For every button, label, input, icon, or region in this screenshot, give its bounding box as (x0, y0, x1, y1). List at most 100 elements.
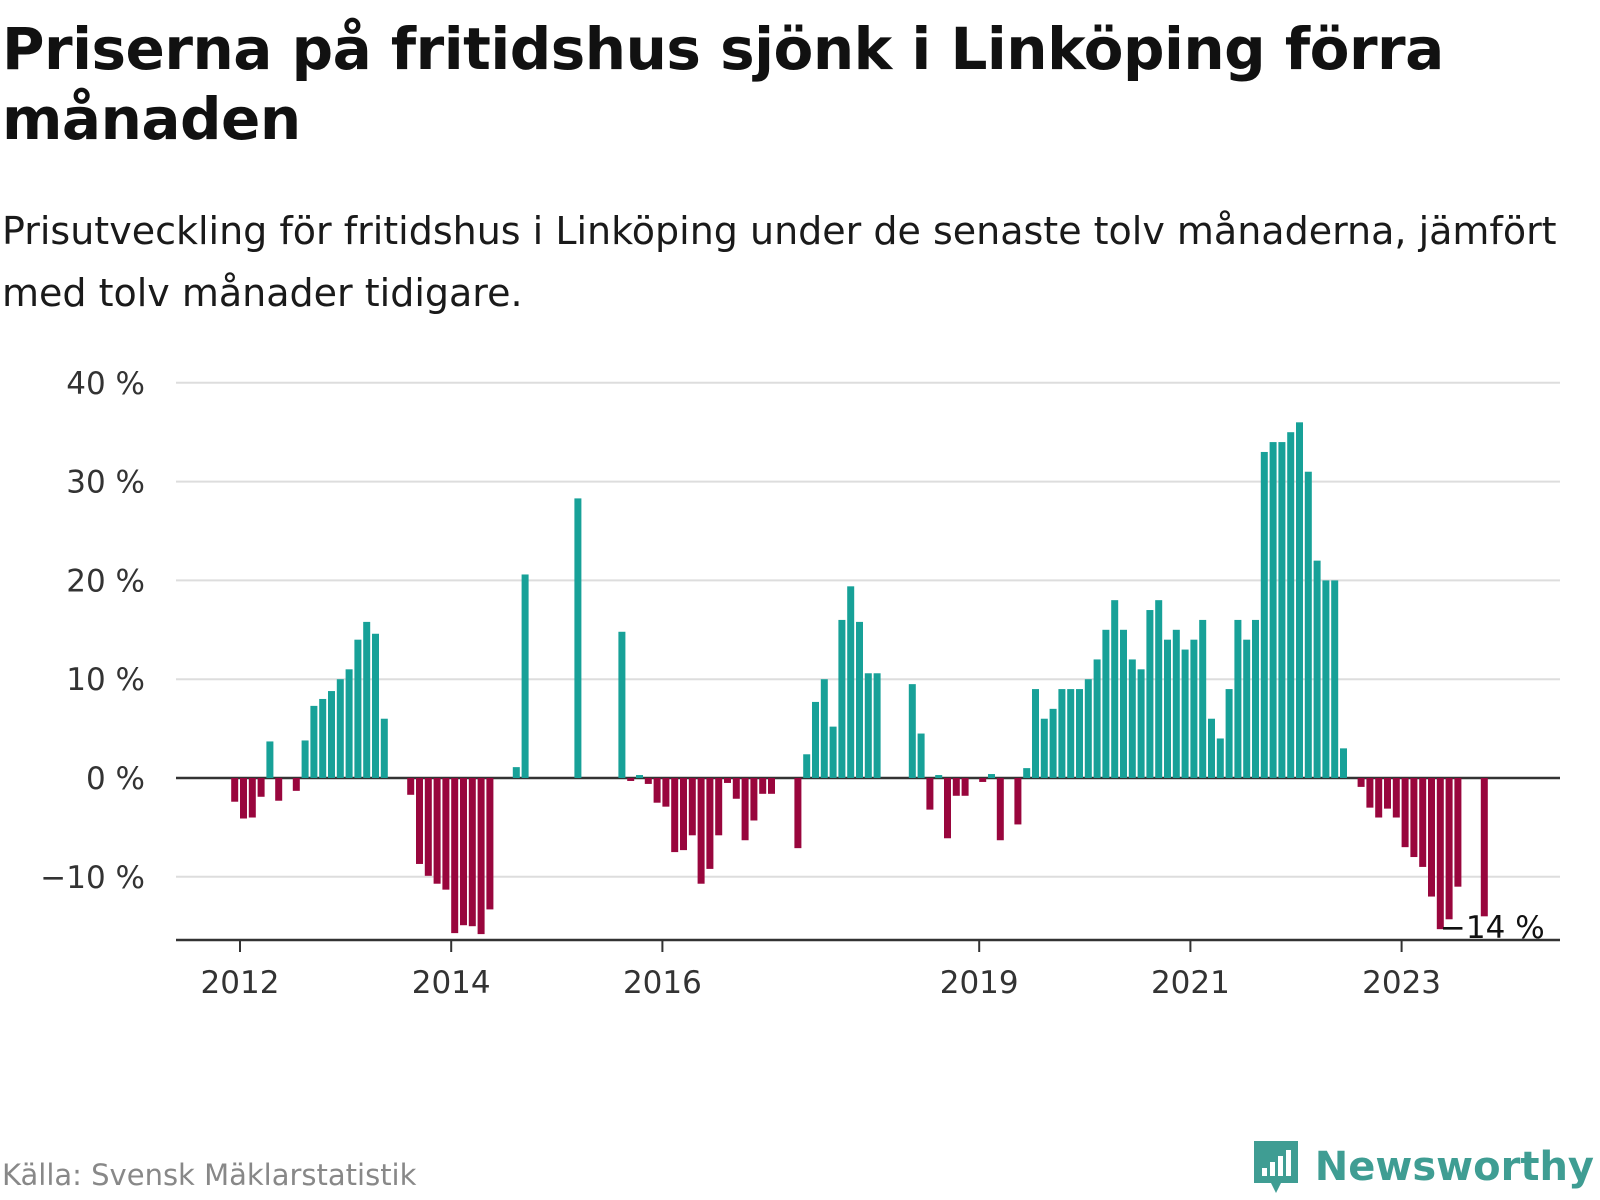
bar-2017-11 (856, 621, 863, 778)
bar-2019-09 (1049, 708, 1057, 778)
bar-2012-07 (292, 778, 300, 791)
bar-2019-10 (1058, 689, 1066, 778)
x-tick-label: 2021 (1151, 965, 1230, 1001)
bar-2017-08 (829, 726, 837, 778)
bar-2017-09 (838, 619, 846, 778)
bar-2020-05 (1120, 629, 1127, 778)
x-tick-label: 2016 (623, 965, 702, 1001)
y-tick-label: −10 % (40, 860, 145, 896)
bar-2016-09 (732, 778, 740, 799)
bar-2018-10 (952, 778, 960, 796)
bar-2016-02 (671, 778, 679, 853)
bar-2019-03 (996, 778, 1004, 841)
bar-2023-01 (1401, 778, 1409, 848)
bar-2012-08 (301, 740, 309, 778)
bar-2021-09 (1260, 451, 1268, 778)
bar-2017-10 (847, 586, 855, 778)
bar-2022-04 (1322, 580, 1330, 778)
bar-2019-06 (1023, 768, 1031, 778)
bar-2016-05 (697, 778, 705, 884)
bar-2022-03 (1313, 560, 1321, 778)
x-tick-label: 2012 (201, 965, 280, 1001)
bar-2012-10 (319, 698, 327, 778)
bar-2016-11 (750, 778, 758, 821)
bar-2018-06 (917, 733, 925, 778)
bars-layer (231, 422, 1488, 935)
bar-2021-04 (1216, 738, 1224, 778)
bar-2015-11 (644, 778, 652, 784)
grid-layer (176, 381, 1560, 878)
x-tick-label: 2019 (940, 965, 1019, 1001)
bar-2018-07 (926, 778, 934, 810)
bar-2020-04 (1111, 600, 1119, 778)
bar-2019-12 (1076, 689, 1083, 778)
bar-2021-11 (1278, 442, 1286, 778)
bar-2022-01 (1296, 422, 1303, 778)
bar-2012-11 (328, 691, 335, 778)
bar-2017-01 (768, 778, 775, 794)
bar-2013-04 (372, 633, 379, 778)
bar-2013-01 (345, 669, 353, 778)
y-tick-label: 20 % (66, 563, 145, 599)
axis-layer: 40 % 30 % 20 % 10 % 0 % −10 % 2012 2014 2016 2019… (40, 366, 1560, 1001)
chart-subtitle: Prisutveckling för fritidshus i Linköpin… (2, 209, 1557, 315)
bar-2013-09 (416, 778, 423, 864)
bar-2012-05 (275, 778, 283, 801)
bar-2017-05 (803, 754, 811, 778)
bar-2015-08 (618, 631, 626, 778)
bar-2021-03 (1208, 718, 1215, 778)
bar-2021-08 (1252, 619, 1259, 778)
bar-2012-09 (310, 705, 318, 778)
bar-chart: 40 % 30 % 20 % 10 % 0 % −10 % 2012 2014 2016 2019… (40, 366, 1560, 1001)
y-tick-label: 10 % (66, 662, 145, 698)
bar-2019-08 (1040, 718, 1048, 778)
bar-2023-04 (1428, 778, 1435, 897)
bar-2014-08 (512, 767, 520, 778)
chart-title: Priserna på fritidshus sjönk i Linköping… (2, 15, 1444, 153)
bar-2014-01 (451, 778, 459, 934)
bar-2013-12 (442, 778, 450, 890)
bar-2016-08 (724, 778, 731, 783)
bar-2021-05 (1225, 689, 1233, 778)
bar-2018-08 (935, 775, 943, 778)
bar-2017-06 (812, 701, 819, 778)
bar-2022-08 (1357, 778, 1365, 787)
y-tick-label: 0 % (86, 761, 145, 797)
bar-2012-02 (248, 778, 256, 818)
bar-2012-03 (257, 778, 265, 797)
bar-2018-11 (961, 778, 969, 796)
brand-logo[interactable]: Newsworthy (1251, 1138, 1594, 1196)
bar-2021-12 (1287, 432, 1295, 778)
bar-2022-06 (1340, 748, 1347, 778)
bar-2019-05 (1014, 778, 1022, 825)
x-tick-label: 2023 (1362, 965, 1441, 1001)
bar-2023-07 (1454, 778, 1462, 887)
bar-2015-03 (574, 498, 582, 778)
bar-2022-11 (1384, 778, 1391, 809)
bar-2020-07 (1137, 669, 1145, 778)
bar-2013-02 (354, 639, 362, 778)
bar-2023-03 (1419, 778, 1427, 867)
bar-2013-08 (407, 778, 415, 795)
y-tick-label: 40 % (66, 366, 145, 402)
bar-2022-10 (1375, 778, 1383, 818)
bar-2015-10 (636, 775, 643, 778)
bar-2011-12 (231, 778, 239, 802)
source-note: Källa: Svensk Mäklarstatistik (2, 1158, 417, 1192)
bar-2013-03 (363, 621, 371, 778)
bar-2018-05 (908, 684, 916, 778)
bar-2022-12 (1392, 778, 1400, 818)
latest-value-label: −14 % (1440, 910, 1545, 946)
bar-2020-12 (1181, 649, 1189, 778)
bar-2014-03 (468, 778, 476, 927)
newsworthy-logo-icon (1253, 1141, 1298, 1193)
x-tick-label: 2014 (412, 965, 491, 1001)
bar-2020-09 (1155, 600, 1163, 778)
bar-2015-12 (653, 778, 661, 803)
bar-2016-07 (715, 778, 723, 836)
bar-2015-09 (627, 778, 635, 781)
bar-2021-07 (1243, 639, 1251, 778)
bar-2014-04 (477, 778, 485, 935)
bar-2016-06 (706, 778, 714, 869)
bar-2018-09 (944, 778, 951, 839)
